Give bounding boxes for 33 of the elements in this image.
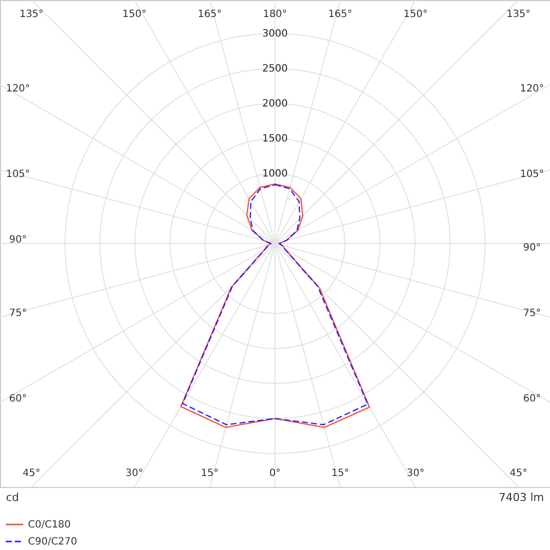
spoke-label: 105° [520, 168, 544, 180]
spoke-label: 45° [510, 468, 528, 479]
spoke-label: 120° [520, 84, 544, 95]
spoke-label: 150° [122, 9, 146, 20]
legend-label: C0/C180 [28, 520, 71, 530]
legend-label: C90/C270 [28, 536, 78, 548]
spoke-label: 60° [523, 393, 541, 404]
spoke-label: 90° [9, 234, 27, 246]
y-tick-label: 2000 [262, 98, 288, 110]
spoke-label: 165° [328, 9, 352, 20]
spoke-label: 30° [126, 468, 144, 479]
spoke-label: 150° [404, 9, 428, 20]
spoke-label: 135° [506, 9, 531, 20]
spoke-label: 105° [6, 168, 30, 180]
spoke-label: 180° [262, 9, 288, 20]
spoke-label: 90° [523, 242, 541, 254]
text: 7403 lm [498, 491, 544, 504]
spoke-label: 15° [331, 468, 350, 479]
y-tick-label: 3000 [262, 28, 288, 40]
spoke-label: 0° [269, 468, 281, 479]
spoke-label: 15° [200, 468, 219, 479]
spoke-label: 75° [523, 308, 541, 320]
spoke-label: 135° [19, 9, 44, 20]
spoke-label: 120° [6, 84, 30, 95]
text: cd [6, 491, 20, 504]
y-tick-label: 1500 [262, 134, 288, 144]
spoke-label: 75° [9, 308, 27, 320]
spoke-label: 60° [9, 393, 27, 404]
spoke-label: 30° [406, 468, 424, 479]
spoke-label: 165° [198, 9, 222, 20]
y-tick-label: 2500 [262, 64, 288, 74]
spoke-label: 45° [22, 468, 40, 479]
y-tick-label: 1000 [262, 168, 288, 180]
